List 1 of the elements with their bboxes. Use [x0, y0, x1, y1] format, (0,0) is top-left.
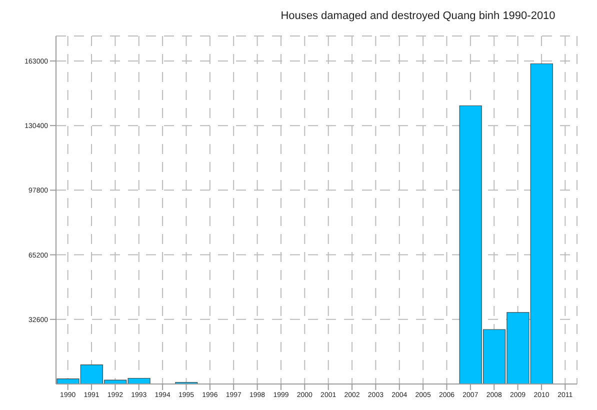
chart-title: Houses damaged and destroyed Quang binh 1990-2010: [280, 10, 556, 22]
